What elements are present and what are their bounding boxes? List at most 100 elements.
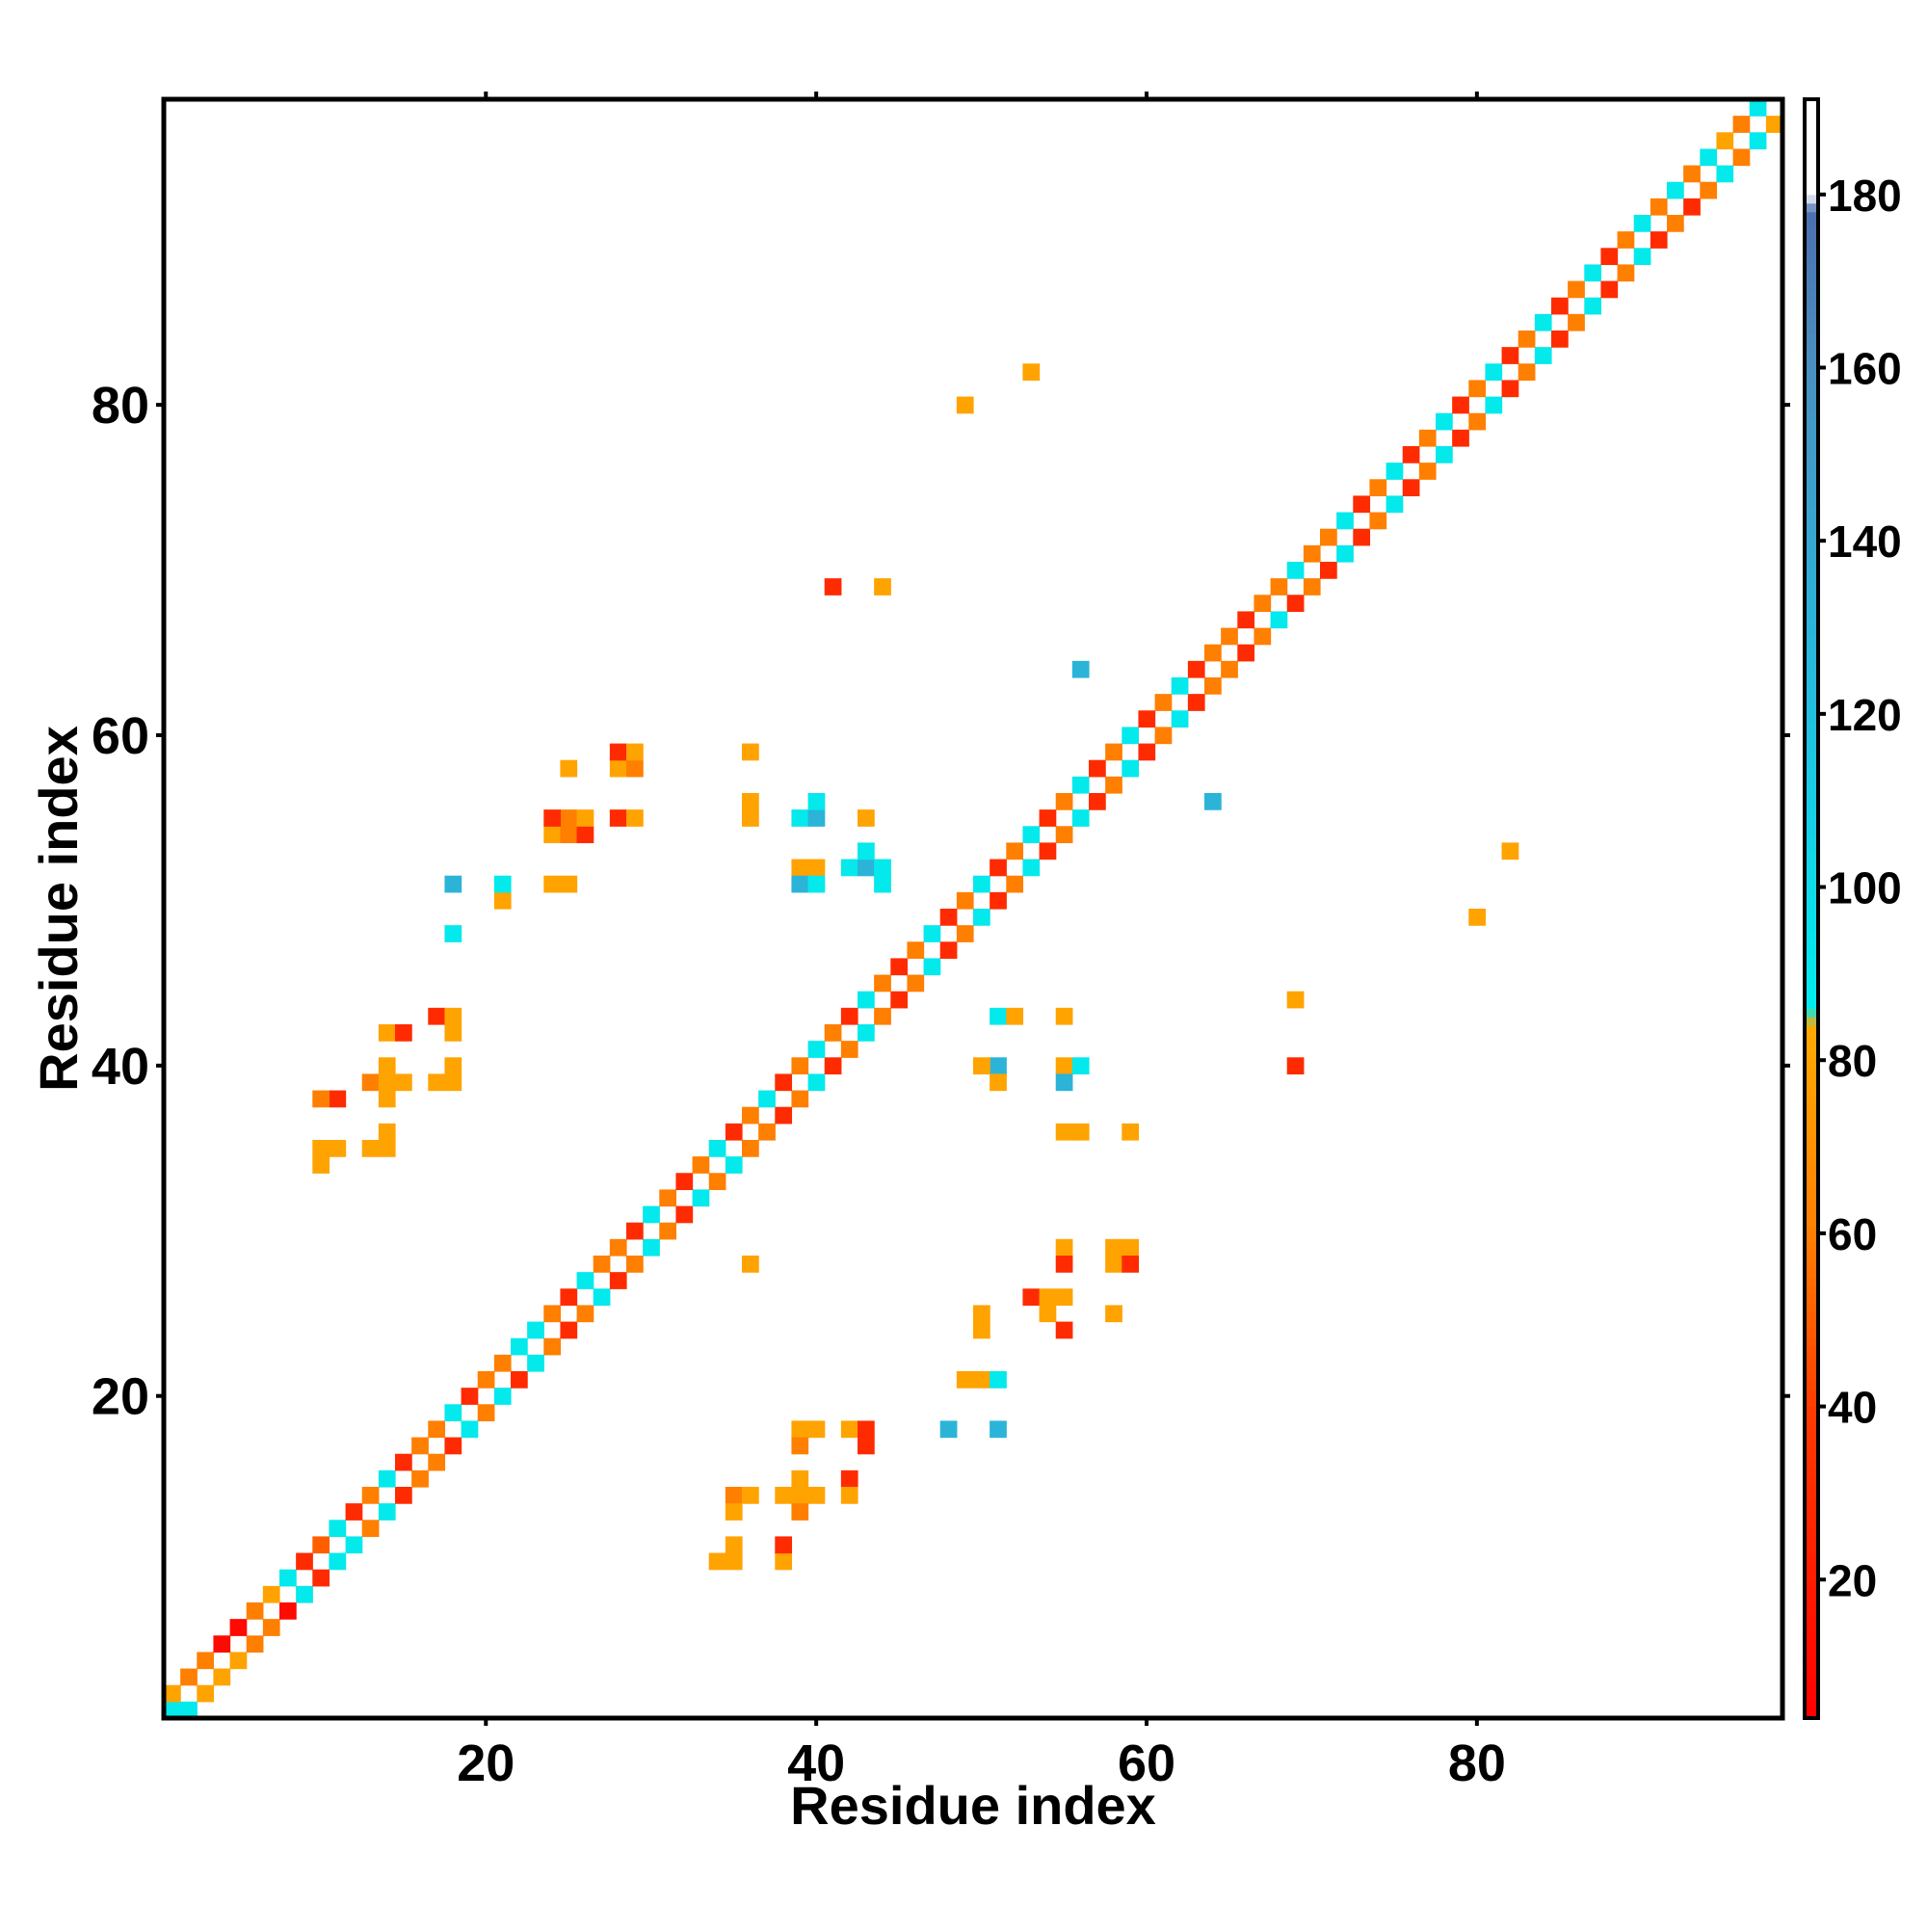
- heatmap-cell: [923, 958, 941, 976]
- colorbar-segment: [1805, 843, 1818, 854]
- heatmap-cell: [477, 1404, 495, 1422]
- colorbar-segment: [1805, 515, 1818, 524]
- heatmap-cell: [775, 1073, 793, 1092]
- heatmap-cell: [1254, 627, 1272, 646]
- colorbar-segment: [1805, 1077, 1818, 1087]
- colorbar-segment: [1805, 800, 1818, 810]
- colorbar-segment: [1805, 150, 1818, 161]
- colorbar-segment: [1805, 133, 1818, 144]
- colorbar-segment: [1805, 661, 1818, 672]
- heatmap-cell: [1006, 1007, 1024, 1025]
- heatmap-cell: [361, 1520, 380, 1538]
- x-tick-label: 80: [1448, 1734, 1506, 1792]
- colorbar-segment: [1805, 350, 1818, 360]
- heatmap-cell: [807, 809, 826, 827]
- colorbar-tick-label: 40: [1828, 1383, 1877, 1433]
- heatmap-cell: [1600, 280, 1619, 299]
- colorbar-segment: [1805, 1675, 1818, 1684]
- heatmap-cell: [511, 1337, 528, 1356]
- colorbar-segment: [1805, 1545, 1818, 1554]
- colorbar-segment: [1805, 194, 1818, 204]
- heatmap-cell: [858, 991, 875, 1009]
- heatmap-cell: [1749, 132, 1767, 150]
- heatmap-cell: [609, 1272, 627, 1289]
- x-tick-label: 40: [787, 1734, 845, 1792]
- colorbar-segment: [1805, 272, 1818, 282]
- colorbar-segment: [1805, 610, 1818, 620]
- colorbar-segment: [1805, 713, 1818, 724]
- heatmap-cell: [444, 1073, 462, 1092]
- heatmap-cell: [262, 1619, 280, 1636]
- heatmap-cell: [807, 1041, 826, 1058]
- heatmap-cell: [1683, 165, 1701, 183]
- heatmap-cell: [1402, 446, 1420, 463]
- colorbar-segment: [1805, 1571, 1818, 1580]
- colorbar-segment: [1805, 393, 1818, 403]
- heatmap-cell: [1765, 116, 1783, 133]
- heatmap-cell: [493, 1354, 512, 1372]
- colorbar-segment: [1805, 176, 1818, 187]
- colorbar-tick-label: 120: [1828, 690, 1902, 740]
- colorbar-segment: [1805, 1371, 1818, 1382]
- heatmap-cell: [1286, 1057, 1305, 1075]
- heatmap-cell: [312, 1156, 330, 1174]
- colorbar-segment: [1805, 584, 1818, 594]
- heatmap-cells: [164, 99, 1783, 1719]
- heatmap-cell: [840, 1007, 858, 1025]
- colorbar-tick-label: 60: [1828, 1209, 1877, 1259]
- colorbar-segment: [1805, 1623, 1818, 1632]
- heatmap-cell: [1122, 1256, 1140, 1273]
- heatmap-cell: [361, 1487, 380, 1504]
- colorbar-segment: [1805, 1043, 1818, 1052]
- heatmap-cell: [378, 1024, 396, 1042]
- heatmap-cell: [378, 1140, 396, 1157]
- heatmap-cell: [493, 891, 512, 910]
- heatmap-cell: [1071, 660, 1090, 678]
- colorbar-segment: [1805, 237, 1818, 248]
- heatmap-cell: [576, 1272, 594, 1289]
- heatmap-cell: [1221, 660, 1238, 678]
- colorbar-segment: [1805, 999, 1818, 1009]
- heatmap-cell: [1022, 826, 1041, 844]
- heatmap-cell: [626, 1222, 644, 1240]
- heatmap-cell: [1485, 363, 1503, 382]
- colorbar-segment: [1805, 956, 1818, 966]
- colorbar-segment: [1805, 1441, 1818, 1450]
- colorbar-segment: [1805, 1389, 1818, 1399]
- colorbar-segment: [1805, 298, 1818, 308]
- heatmap-cell: [939, 1420, 958, 1439]
- colorbar-segment: [1805, 306, 1818, 317]
- colorbar-segment: [1805, 1328, 1818, 1338]
- heatmap-cell: [1055, 1321, 1073, 1339]
- heatmap-cell: [1055, 1073, 1073, 1092]
- heatmap-cell: [973, 875, 990, 893]
- heatmap-cell: [758, 1090, 776, 1108]
- heatmap-cell: [246, 1602, 264, 1620]
- colorbar-segment: [1805, 904, 1818, 913]
- colorbar-segment: [1805, 1380, 1818, 1390]
- heatmap-cell: [990, 1007, 1007, 1025]
- colorbar-segment: [1805, 947, 1818, 957]
- heatmap-cell: [1568, 313, 1585, 331]
- heatmap-cell: [395, 1487, 412, 1504]
- heatmap-cell: [329, 1090, 347, 1108]
- heatmap-cell: [956, 925, 974, 942]
- heatmap-cell: [675, 1173, 694, 1191]
- heatmap-cell: [1369, 512, 1387, 530]
- colorbar-segment: [1805, 1692, 1818, 1702]
- heatmap-cell: [973, 1305, 990, 1323]
- colorbar-segment: [1805, 1423, 1818, 1434]
- heatmap-cell: [708, 1140, 726, 1157]
- heatmap-cell: [1187, 660, 1205, 678]
- heatmap-cell: [543, 809, 562, 827]
- heatmap-cell: [1237, 611, 1255, 629]
- heatmap-cell: [1501, 842, 1519, 860]
- heatmap-cell: [1468, 380, 1487, 398]
- heatmap-cell: [1055, 1123, 1073, 1141]
- heatmap-cell: [593, 1256, 611, 1273]
- heatmap-cell: [973, 1057, 990, 1075]
- colorbar-tick-label: 140: [1828, 516, 1902, 567]
- heatmap-cell: [428, 1073, 446, 1092]
- heatmap-cell: [444, 925, 462, 942]
- colorbar-segment: [1805, 124, 1818, 135]
